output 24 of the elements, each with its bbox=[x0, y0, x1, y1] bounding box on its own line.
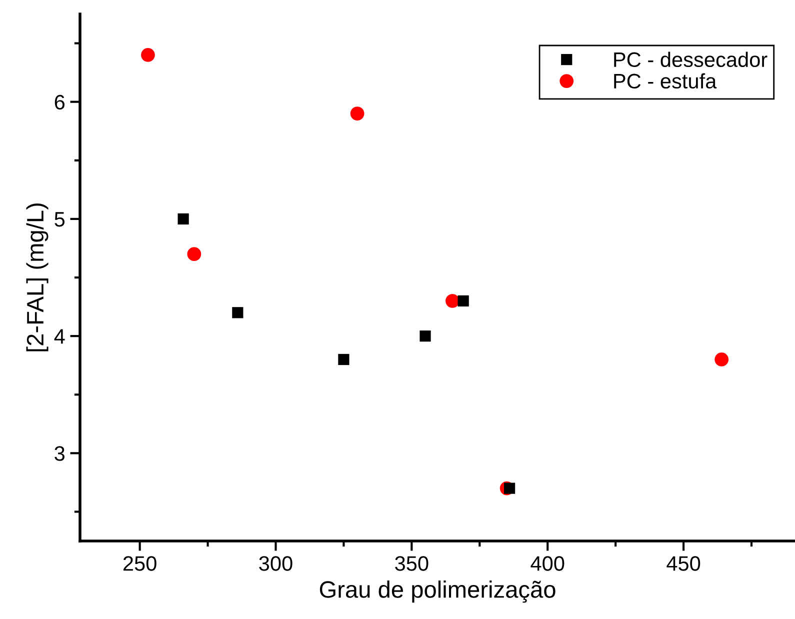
point bbox=[446, 294, 460, 308]
point bbox=[504, 482, 516, 494]
x-axis-title: Grau de polimerização bbox=[320, 580, 556, 603]
x-tick-label: 300 bbox=[259, 556, 292, 571]
x-tick-label: 250 bbox=[123, 556, 156, 571]
y-tick-label: 5 bbox=[54, 212, 65, 227]
point bbox=[714, 352, 729, 366]
point bbox=[458, 295, 469, 306]
x-tick-label: 450 bbox=[666, 556, 700, 571]
x-tick-label: 400 bbox=[530, 556, 564, 571]
point bbox=[350, 106, 364, 120]
x-tick-label: 350 bbox=[395, 556, 428, 571]
point bbox=[338, 354, 350, 366]
y-tick-label: 6 bbox=[54, 94, 64, 110]
legend-label: PC - estufa bbox=[614, 73, 717, 89]
legend-label: PC - dessecador bbox=[614, 52, 768, 68]
point bbox=[178, 213, 189, 224]
point bbox=[232, 307, 244, 318]
point bbox=[420, 330, 431, 342]
point bbox=[187, 247, 202, 262]
y-axis-title: [2-FAL] (mg/L) bbox=[26, 204, 48, 352]
point bbox=[141, 48, 155, 62]
y-tick-label: 4 bbox=[54, 329, 65, 344]
y-tick-label: 3 bbox=[54, 446, 64, 461]
